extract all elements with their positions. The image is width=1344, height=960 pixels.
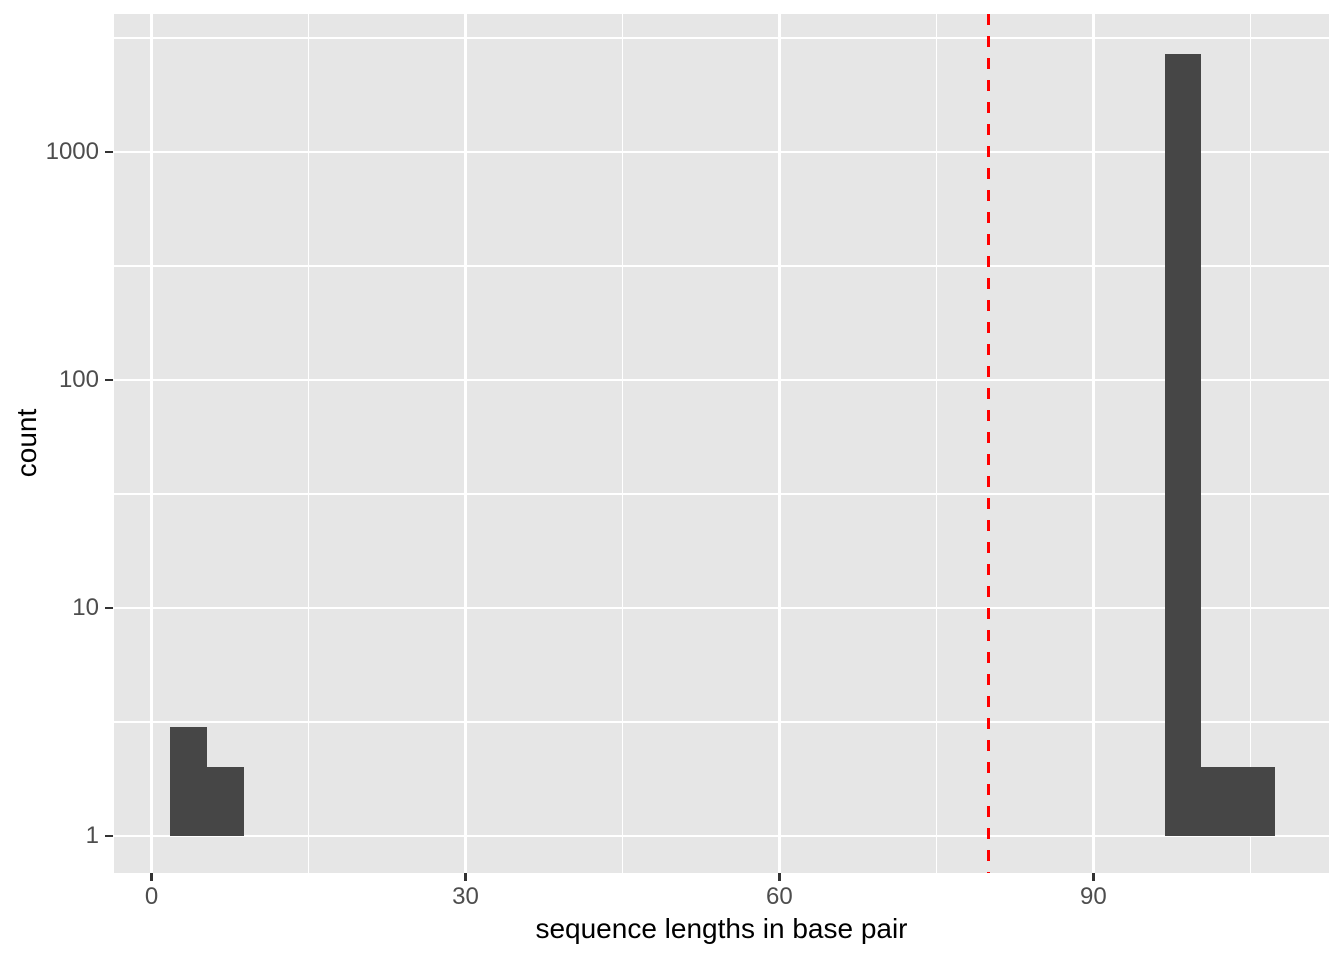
x-minor-gridline (307, 14, 310, 873)
x-major-gridline (1092, 14, 1095, 873)
x-axis-tick-label: 0 (144, 883, 159, 910)
y-axis-tick-label: 1000 (45, 137, 99, 165)
x-minor-gridline (1249, 14, 1251, 873)
x-axis-tick-mark (778, 873, 781, 881)
y-axis-tick-label: 10 (72, 594, 99, 622)
x-minor-gridline (935, 14, 938, 873)
y-major-gridline (114, 378, 1329, 382)
y-axis-tick-label: 100 (58, 365, 99, 393)
y-axis-tick-mark (105, 834, 113, 838)
x-axis-tick-label: 30 (452, 883, 479, 910)
y-axis-tick-label: 1 (85, 822, 99, 850)
y-major-gridline (114, 150, 1329, 154)
threshold-vline (987, 14, 991, 873)
y-axis-tick-mark (105, 606, 113, 610)
histogram-bar (1201, 767, 1239, 837)
x-axis-title: sequence lengths in base pair (535, 913, 908, 944)
x-axis-tick-label: 60 (766, 883, 793, 910)
x-major-gridline (464, 14, 467, 873)
histogram-bar (1238, 767, 1275, 837)
y-axis-tick-mark (105, 150, 113, 154)
x-axis-tick-label: 90 (1079, 883, 1107, 910)
y-major-gridline (114, 606, 1329, 610)
y-minor-gridline (114, 493, 1329, 495)
y-axis-tick-mark (105, 378, 113, 382)
y-axis-title: count (11, 408, 42, 478)
histogram-bar (169, 727, 207, 837)
x-axis-tick-mark (1092, 873, 1095, 881)
x-axis-tick-mark (150, 873, 153, 881)
y-minor-gridline (114, 37, 1329, 39)
x-major-gridline (150, 14, 153, 873)
x-minor-gridline (621, 14, 624, 873)
plot-panel (114, 14, 1329, 873)
x-major-gridline (778, 14, 781, 873)
x-axis-tick-mark (464, 873, 467, 881)
histogram-bar (1164, 53, 1202, 837)
histogram-bar (206, 767, 244, 837)
y-minor-gridline (114, 721, 1329, 723)
y-minor-gridline (114, 265, 1329, 267)
y-major-gridline (114, 834, 1329, 838)
